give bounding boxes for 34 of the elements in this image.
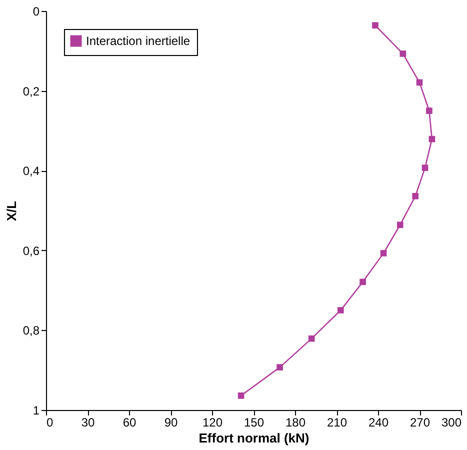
y-tick-label: 0,4	[22, 164, 40, 178]
x-tick-label: 30	[81, 416, 95, 430]
x-tick-label: 180	[285, 416, 306, 430]
y-tick-label: 0,6	[22, 244, 40, 258]
x-tick-label: 150	[244, 416, 264, 430]
y-tick-label: 1	[32, 404, 40, 418]
x-tick-label: 240	[368, 416, 389, 430]
point	[400, 50, 406, 57]
point	[238, 392, 244, 399]
y-tick-label: 0	[32, 4, 40, 18]
point	[372, 22, 378, 29]
y-tick-label: 0,8	[22, 324, 40, 338]
point	[428, 136, 436, 142]
x-tick-label: 300	[441, 416, 462, 430]
y-tick-label: 0,2	[22, 84, 40, 98]
y-axis-title: X/L	[4, 200, 19, 222]
x-tick-label: 270	[410, 416, 430, 430]
x-tick-label: 60	[122, 416, 136, 430]
point	[426, 108, 432, 114]
point	[337, 307, 344, 314]
point	[380, 250, 387, 256]
x-tick-label: 0	[46, 416, 54, 430]
point	[360, 278, 366, 286]
x-axis-title: Effort normal (kN)	[198, 430, 310, 446]
point	[422, 164, 428, 171]
point	[416, 79, 423, 86]
point	[412, 192, 419, 200]
x-tick-label: 120	[202, 416, 223, 430]
legend-label: Interaction inertielle	[86, 34, 190, 48]
point	[308, 335, 315, 342]
x-tick-label: 90	[164, 416, 178, 430]
point	[396, 222, 404, 228]
x-tick-label: 210	[326, 416, 348, 430]
point	[276, 364, 283, 370]
